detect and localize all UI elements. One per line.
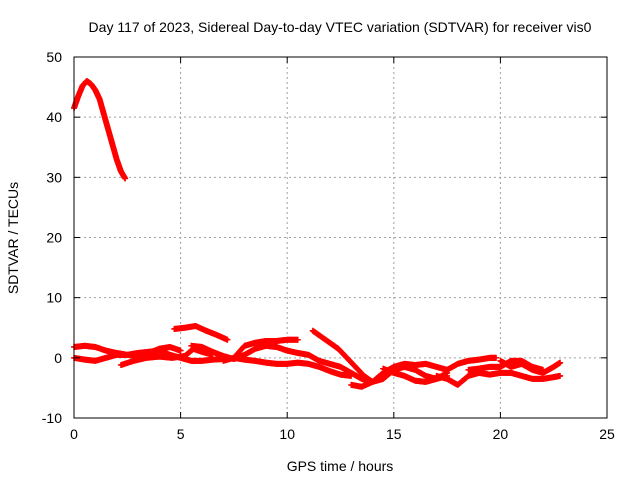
data-point xyxy=(444,369,451,376)
data-point xyxy=(557,359,564,366)
y-tick-label: 20 xyxy=(46,230,62,246)
x-tick-label: 25 xyxy=(599,426,615,442)
series-track-g xyxy=(230,354,355,379)
data-point xyxy=(224,336,231,343)
x-tick-label: 15 xyxy=(386,426,402,442)
y-tick-label: 30 xyxy=(46,169,62,185)
data-point xyxy=(540,366,547,373)
series-track-j xyxy=(348,354,500,390)
x-tick-label: 0 xyxy=(70,426,78,442)
data-point xyxy=(122,175,129,182)
data-point xyxy=(294,336,301,343)
y-axis-label: SDTVAR / TECUs xyxy=(5,182,21,294)
y-tick-label: 0 xyxy=(54,350,62,366)
x-tick-label: 20 xyxy=(493,426,509,442)
series-track-n xyxy=(465,357,547,373)
x-axis-label: GPS time / hours xyxy=(287,458,394,474)
x-tick-label: 5 xyxy=(177,426,185,442)
data-point xyxy=(493,354,500,361)
data-point xyxy=(177,347,184,354)
series-track-d xyxy=(171,322,231,343)
y-tick-label: 40 xyxy=(46,109,62,125)
series-track-f xyxy=(220,336,301,364)
y-tick-label: -10 xyxy=(42,410,62,426)
data-points xyxy=(71,78,564,390)
y-tick-label: 50 xyxy=(46,49,62,65)
axis-ticks: 0 5 10 15 20 25 -10 0 10 20 30 40 50 xyxy=(42,49,615,442)
series-track-l xyxy=(433,369,564,388)
data-point xyxy=(557,372,564,379)
chart-title: Day 117 of 2023, Sidereal Day-to-day VTE… xyxy=(89,19,592,35)
series-peak-arc xyxy=(71,78,129,182)
x-tick-label: 10 xyxy=(279,426,295,442)
y-tick-label: 10 xyxy=(46,290,62,306)
grid-lines xyxy=(74,57,607,418)
